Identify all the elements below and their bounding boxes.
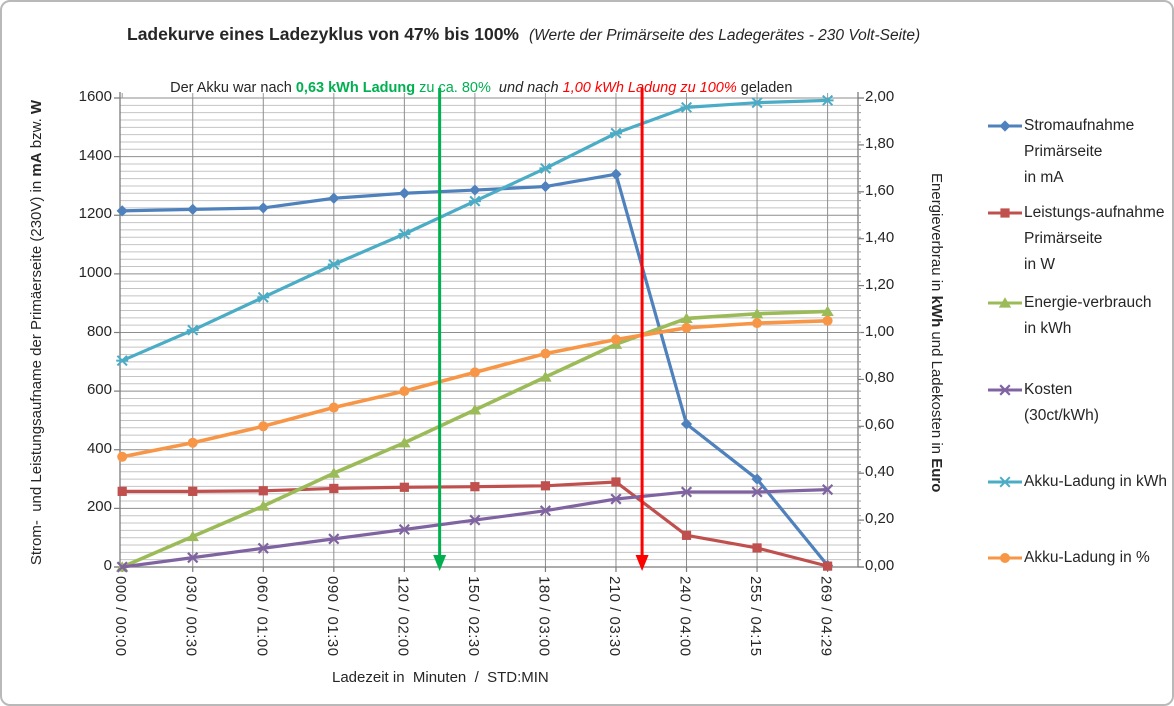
- legend-marker-x: [988, 384, 1022, 396]
- right-axis-tick: 1,40: [865, 228, 895, 246]
- x-axis-label: 060 / 01:00: [253, 576, 271, 657]
- legend-item: Kosten (30ct/kWh): [988, 377, 1099, 429]
- legend-marker-diamond: [988, 120, 1022, 132]
- x-axis-label: 120 / 02:00: [394, 576, 412, 657]
- legend-label: Akku-Ladung in kWh: [1024, 473, 1168, 490]
- right-axis-tick: 1,20: [865, 275, 895, 293]
- annotation-suffix: geladen: [736, 80, 793, 96]
- right-axis-tick: 0,40: [865, 463, 895, 481]
- right-axis-tick: 0,00: [865, 557, 895, 574]
- legend-marker-circle: [988, 553, 1022, 563]
- legend-label: Energie-verbrauch in kWh: [1024, 294, 1152, 337]
- legend-marker-triangle: [988, 297, 1022, 308]
- series-1: [117, 477, 833, 571]
- series-4: [116, 94, 834, 367]
- x-axis-label: 255 / 04:15: [747, 576, 765, 657]
- x-axis-label: 150 / 02:30: [464, 576, 482, 657]
- major-gridlines: [120, 97, 858, 509]
- left-axis-tick: 0: [103, 557, 112, 574]
- chart-subtitle: (Werte der Primärseite des Ladegerätes -…: [529, 27, 921, 44]
- legend-item: Energie-verbrauch in kWh: [988, 290, 1152, 342]
- x-axis-label: 210 / 03:30: [605, 576, 623, 657]
- left-axis-tick: 200: [86, 498, 112, 516]
- x-axis-label: 240 / 04:00: [676, 576, 694, 657]
- right-axis-title: Energieverbrau in kWh und Ladekosten in …: [928, 172, 945, 493]
- left-axis-tick: 1600: [78, 88, 112, 105]
- x-axis-label: 090 / 01:30: [323, 576, 341, 657]
- right-axis-tick: 0,80: [865, 369, 895, 387]
- annotation-line: Der Akku war nach 0,63 kWh Ladung zu ca.…: [154, 64, 792, 112]
- right-axis-tick: 1,60: [865, 181, 895, 199]
- x-axis-label: 030 / 00:30: [182, 576, 200, 657]
- legend-label: Akku-Ladung in %: [1024, 549, 1150, 566]
- legend-marker-star: [988, 476, 1022, 488]
- left-axis-tick: 400: [86, 439, 112, 457]
- x-axis-title: Ladezeit in Minuten / STD:MIN: [332, 669, 549, 686]
- red-arrow: [635, 88, 649, 571]
- left-axis-tick: 1200: [78, 205, 112, 223]
- left-axis-tick: 600: [86, 381, 112, 399]
- annotation-red-italic: 1,00 kWh Ladung zu 100%: [562, 80, 737, 96]
- minor-gridlines: [120, 104, 858, 561]
- annotation-green-bold: 0,63 kWh Ladung: [295, 80, 416, 96]
- right-axis-tick: 0,20: [865, 510, 895, 528]
- left-axis-tick: 1000: [78, 263, 112, 281]
- left-axis-tick: 800: [86, 322, 112, 340]
- left-axis-title: Strom- und Leistungsaufname der Primäers…: [28, 99, 45, 566]
- axis-lines: [114, 92, 864, 568]
- chart-title: Ladekurve eines Ladezyklus von 47% bis 1…: [127, 24, 519, 44]
- legend-label: Leistungs-aufnahme Primärseite in W: [1024, 204, 1165, 273]
- legend-item: Akku-Ladung in %: [988, 545, 1150, 571]
- axis-ticks: [114, 93, 864, 572]
- legend-marker-square: [988, 208, 1022, 218]
- series-2: [116, 305, 834, 572]
- legend-label: Kosten (30ct/kWh): [1024, 381, 1099, 424]
- annotation-green: zu ca. 80%: [415, 80, 495, 96]
- right-axis-tick: 1,00: [865, 322, 895, 340]
- legend-item: Leistungs-aufnahme Primärseite in W: [988, 200, 1164, 278]
- legend-item: Akku-Ladung in kWh: [988, 469, 1167, 495]
- x-axis-label: 269 / 04:29: [817, 576, 835, 657]
- annotation-mid: und nach: [494, 80, 563, 96]
- left-axis-tick: 1400: [78, 146, 112, 164]
- chart-title-row: Ladekurve eines Ladezyklus von 47% bis 1…: [127, 24, 920, 45]
- series-0: [116, 168, 834, 572]
- x-axis-label: 180 / 03:00: [535, 576, 553, 657]
- right-axis-tick: 0,60: [865, 416, 895, 434]
- series-3: [116, 484, 834, 573]
- green-arrow: [433, 88, 447, 571]
- x-axis-label: 000 / 00:00: [112, 576, 130, 657]
- right-axis-tick: 2,00: [865, 88, 895, 105]
- legend-item: Stromaufnahme Primärseite in mA: [988, 113, 1134, 191]
- series-5: [117, 315, 833, 462]
- legend-label: Stromaufnahme Primärseite in mA: [1024, 117, 1135, 186]
- annotation-prefix: Der Akku war nach: [170, 80, 296, 96]
- right-axis-tick: 1,80: [865, 134, 895, 152]
